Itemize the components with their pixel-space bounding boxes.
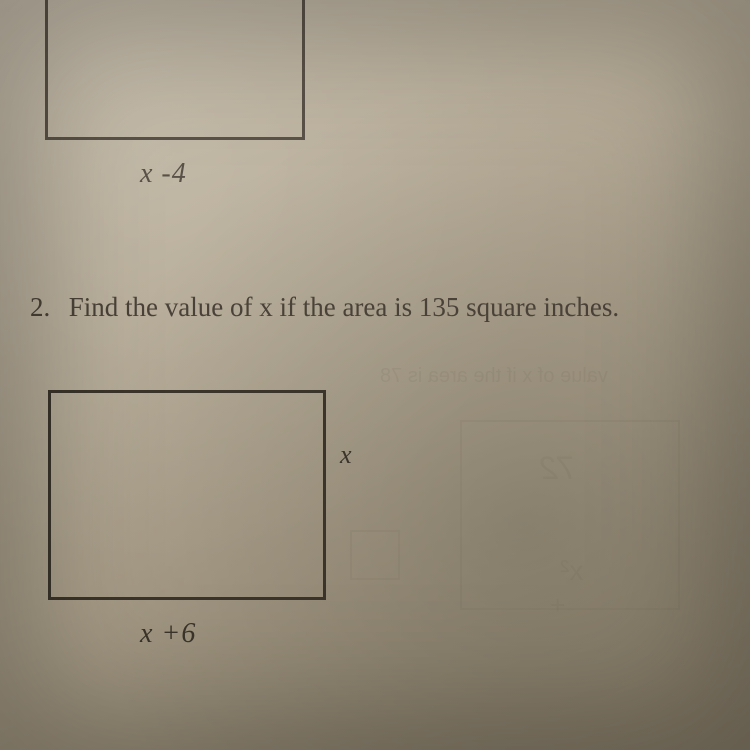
main-rectangle bbox=[48, 390, 326, 600]
page-content: x -4 2. Find the value of x if the area … bbox=[0, 0, 750, 750]
problem-statement: 2. Find the value of x if the area is 13… bbox=[30, 290, 720, 325]
bleed-through-text-1: value of x if the area is 78 bbox=[380, 365, 608, 388]
main-rect-width-label: x +6 bbox=[140, 618, 196, 650]
problem-number: 2. bbox=[30, 290, 62, 325]
bleed-through-rect-small bbox=[350, 530, 400, 580]
main-rect-height-label: x bbox=[340, 440, 352, 470]
problem-text-body: Find the value of x if the area is 135 s… bbox=[69, 292, 619, 322]
partial-rectangle-prev-problem bbox=[45, 0, 305, 140]
partial-rect-width-label: x -4 bbox=[140, 158, 187, 190]
bleed-through-rect bbox=[460, 420, 680, 610]
